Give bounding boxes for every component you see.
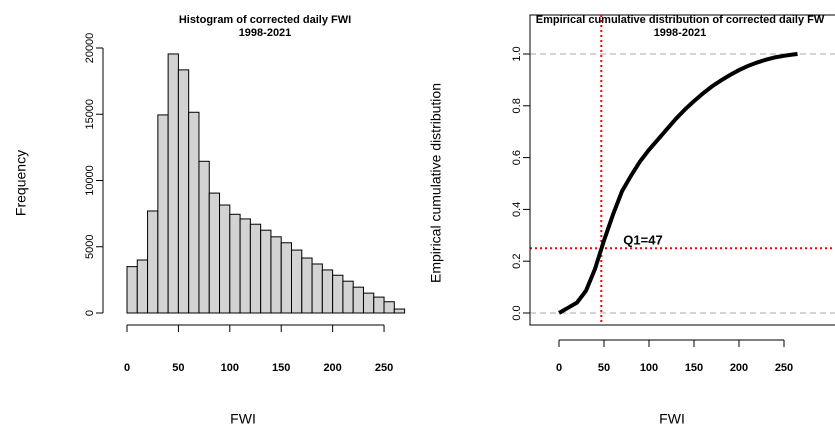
- histogram-bar: [229, 213, 241, 314]
- y-tick-label: 0.0: [511, 305, 523, 320]
- chart-subtitle: 1998-2021: [654, 27, 707, 39]
- x-tick-label: 100: [221, 362, 239, 374]
- annotation: Q1=47: [623, 233, 662, 248]
- x-tick-label: 200: [323, 362, 341, 374]
- histogram-bar: [342, 280, 354, 314]
- x-tick-label: 50: [172, 362, 184, 374]
- x-tick-label: 200: [730, 362, 748, 374]
- histogram-bar: [321, 269, 334, 314]
- chart-title: Histogram of corrected daily FWI: [179, 14, 351, 26]
- histogram-bar: [311, 263, 323, 314]
- y-axis-label: Empirical cumulative distribution: [428, 83, 444, 283]
- y-tick-label: 5000: [84, 235, 96, 259]
- y-tick-label: 0.2: [511, 254, 523, 269]
- y-tick-label: 15000: [84, 99, 96, 130]
- ecdf-line: [558, 52, 798, 315]
- histogram-bar: [157, 114, 169, 314]
- histogram-bar: [393, 308, 406, 314]
- histogram-bar: [332, 274, 344, 314]
- y-tick-label: 10000: [84, 165, 96, 196]
- y-tick-label: 0.8: [511, 98, 523, 113]
- x-tick-label: 50: [598, 362, 610, 374]
- histogram-bar: [280, 242, 293, 314]
- histogram-bar: [136, 259, 149, 314]
- histogram-bar: [352, 286, 364, 314]
- histogram-bar: [239, 218, 251, 314]
- histogram-bar: [291, 249, 303, 314]
- chart-title: Empirical cumulative distribution of cor…: [536, 14, 825, 26]
- y-tick-label: 0.6: [511, 150, 523, 165]
- x-tick-label: 250: [775, 362, 793, 374]
- histogram-bar: [362, 292, 375, 314]
- histogram-bar: [301, 257, 313, 314]
- y-tick-label: 1.0: [511, 46, 523, 61]
- histogram-bar: [383, 301, 395, 314]
- histogram-bar: [177, 69, 190, 314]
- histogram-bar: [260, 229, 272, 314]
- histogram-bar: [188, 111, 200, 314]
- y-tick-label: 0.4: [511, 202, 523, 217]
- x-tick-label: 150: [272, 362, 290, 374]
- histogram-bar: [270, 236, 282, 314]
- y-tick-label: 20000: [84, 33, 96, 64]
- histogram-bar: [198, 160, 210, 314]
- chart-subtitle: 1998-2021: [239, 27, 292, 39]
- y-tick-label: 0: [84, 310, 96, 316]
- histogram-bar: [373, 296, 385, 314]
- histogram-bar: [219, 204, 231, 314]
- x-tick-label: 250: [375, 362, 393, 374]
- y-axis-label: Frequency: [13, 150, 29, 216]
- histogram-bar: [167, 53, 179, 314]
- x-tick-label: 0: [124, 362, 130, 374]
- histogram-bar: [126, 266, 138, 314]
- histogram-bar: [208, 192, 221, 314]
- x-tick-label: 150: [685, 362, 703, 374]
- x-tick-label: 0: [556, 362, 562, 374]
- histogram-bar: [249, 223, 262, 314]
- x-axis-label: FWI: [230, 411, 256, 424]
- x-axis-label: FWI: [659, 411, 685, 424]
- histogram-bar: [147, 210, 159, 314]
- x-tick-label: 100: [640, 362, 658, 374]
